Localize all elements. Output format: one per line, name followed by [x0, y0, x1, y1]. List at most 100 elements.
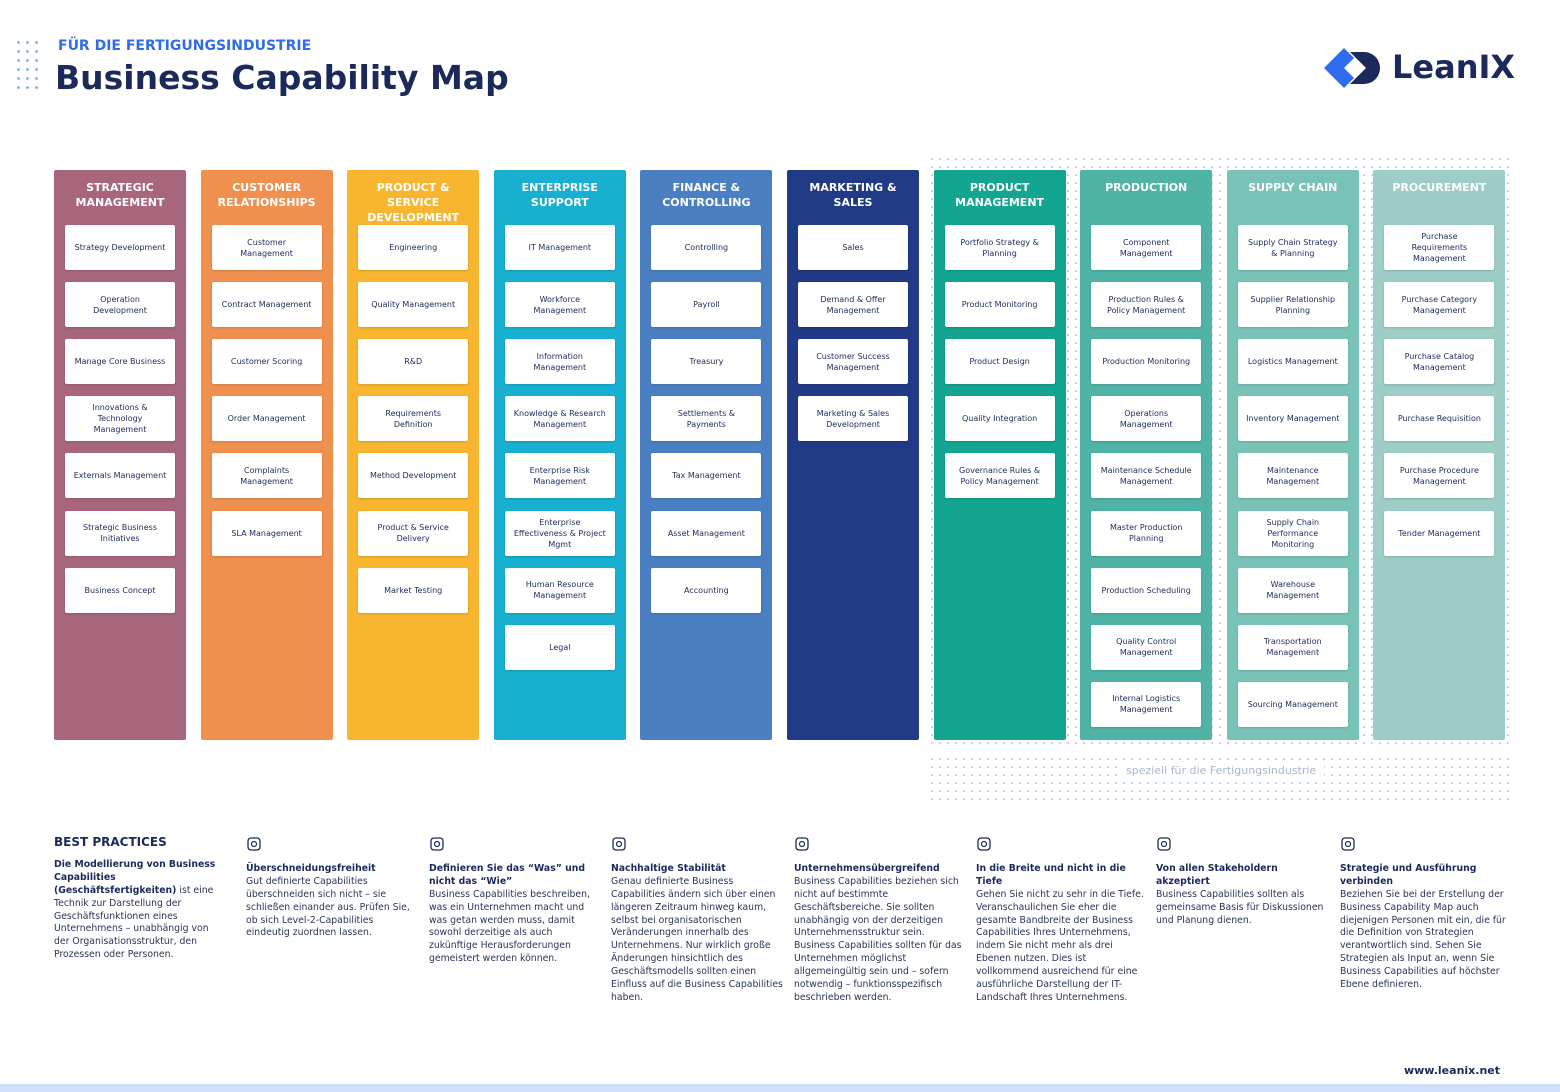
capability-card: Purchase Category Management	[1384, 282, 1495, 328]
capability-card: Purchase Requirements Management	[1384, 225, 1495, 270]
capability-column: ENTERPRISE SUPPORT IT Management Workforce…	[493, 170, 626, 740]
intro-text: Die Modellierung von Business Capabiliti…	[54, 859, 226, 962]
footer-url: www.leanix.net	[1403, 1064, 1500, 1077]
special-note: speziell für die Fertigungsindustrie	[1118, 762, 1325, 779]
capability-card: Manage Core Business	[65, 339, 175, 385]
capability-card: Production Scheduling	[1091, 567, 1202, 613]
capability-column: PRODUCT & SERVICE DEVELOPMENT Engineering…	[347, 170, 480, 740]
capability-column: CUSTOMER RELATIONSHIPS Customer Managemen…	[200, 170, 333, 740]
capability-card: Internal Logistics Management	[1091, 681, 1202, 727]
special-area-inner	[928, 745, 1514, 755]
best-practices-intro: BEST PRACTICES Die Modellierung von Busin…	[54, 836, 226, 962]
capability-card: Quality Integration	[944, 396, 1055, 442]
capability-card: Customer Success Management	[798, 339, 908, 385]
capability-card: Product Design	[944, 339, 1055, 385]
icon	[247, 837, 261, 851]
capability-column: FINANCE & CONTROLLING Controlling Payroll T…	[640, 170, 773, 740]
column-title: MARKETING & SALES	[809, 181, 897, 209]
capability-card: Product Monitoring	[944, 282, 1055, 328]
capability-card: IT Management	[504, 225, 615, 270]
best-practice-title: Von allen Stakeholdern akzeptiert	[1156, 862, 1278, 887]
best-practice: Definieren Sie das “Was” und nicht das “…	[429, 836, 601, 966]
capability-card: Logistics Management	[1237, 339, 1348, 385]
capability-card: Operation Development	[65, 282, 175, 328]
column-title: STRATEGIC MANAGEMENT	[75, 181, 165, 209]
column-title: PROCUREMENT	[1392, 181, 1487, 194]
intro-bold: Die Modellierung von Business Capabiliti…	[54, 858, 216, 896]
best-practice: Von allen Stakeholdern akzeptiert Busines…	[1156, 836, 1328, 927]
capability-card: Legal	[504, 624, 615, 670]
capability-column: MARKETING & SALES Sales Demand & Offer Man…	[787, 170, 919, 740]
capability-card: Supplier Relationship Planning	[1237, 282, 1348, 328]
column-title: ENTERPRISE SUPPORT	[521, 181, 598, 209]
capability-card: Payroll	[651, 282, 762, 328]
capability-column: STRATEGIC MANAGEMENT Strategy Development…	[54, 170, 186, 740]
best-practice-title: Definieren Sie das “Was” und nicht das “…	[429, 862, 585, 887]
capability-card: Sourcing Management	[1237, 681, 1348, 727]
capability-card: Strategy Development	[65, 225, 175, 270]
capability-column: PRODUCT MANAGEMENT Portfolio Strategy & P…	[933, 170, 1066, 740]
icon	[977, 837, 991, 851]
column-title: PRODUCT & SERVICE DEVELOPMENT	[367, 181, 460, 224]
capability-card: Controlling	[651, 225, 762, 270]
capability-card: SLA Management	[211, 510, 322, 556]
best-practice-title: Nachhaltige Stabilität	[611, 862, 726, 874]
title: Business Capability Map	[55, 58, 509, 97]
capability-card: Production Monitoring	[1091, 339, 1202, 385]
best-practice-text: Business Capabilities sollten als gemein…	[1156, 888, 1324, 926]
capability-card: Requirements Definition	[358, 396, 469, 442]
capability-card: Component Management	[1091, 225, 1202, 270]
capability-card: Warehouse Management	[1237, 567, 1348, 613]
capability-card: Governance Rules & Policy Management	[944, 453, 1055, 499]
capability-card: Marketing & Sales Development	[798, 396, 908, 442]
capability-card: Tender Management	[1384, 510, 1495, 556]
capability-column: SUPPLY CHAIN Supply Chain Strategy & Plan…	[1226, 170, 1359, 740]
best-practice: Nachhaltige Stabilität Genau definierte B…	[611, 836, 783, 1005]
capability-card: Workforce Management	[504, 282, 615, 328]
logo-text: LeanIX	[1392, 48, 1516, 86]
best-practice-text: Gehen Sie nicht zu sehr in die Tiefe. Ve…	[976, 888, 1144, 1003]
best-practice-text: Beziehen Sie bei der Erstellung der Busi…	[1340, 888, 1506, 991]
capability-column: PRODUCTION Component Management Production…	[1080, 170, 1213, 740]
capability-card: Customer Scoring	[211, 339, 322, 385]
capability-card: Product & Service Delivery	[358, 510, 469, 556]
capability-card: Transportation Management	[1237, 624, 1348, 670]
column-title: PRODUCTION	[1105, 181, 1188, 194]
capability-card: Portfolio Strategy & Planning	[944, 225, 1055, 270]
icon	[430, 837, 444, 851]
capability-card: Complaints Management	[211, 453, 322, 499]
best-practice-text: Business Capabilities beziehen sich nich…	[794, 875, 962, 1003]
icon	[1157, 837, 1171, 851]
capability-card: Maintenance Schedule Management	[1091, 453, 1202, 499]
capability-card: Enterprise Effectiveness & Project Mgmt	[504, 510, 615, 556]
best-practice-title: Unternehmensübergreifend	[794, 862, 940, 874]
best-practices-heading: BEST PRACTICES	[54, 835, 167, 849]
best-practice: Unternehmensübergreifend Business Capabil…	[794, 836, 966, 1005]
capability-card: Purchase Procedure Management	[1384, 453, 1495, 499]
icon	[1341, 837, 1355, 851]
capability-card: Asset Management	[651, 510, 762, 556]
capability-card: Innovations & Technology Management	[65, 396, 175, 442]
capability-column: PROCUREMENT Purchase Requirements Managem…	[1373, 170, 1506, 740]
best-practice-title: Strategie und Ausführung verbinden	[1340, 862, 1477, 887]
capability-card: Externals Management	[65, 453, 175, 499]
capability-card: Settlements & Payments	[651, 396, 762, 442]
capability-card: Sales	[798, 225, 908, 270]
capability-card: Knowledge & Research Management	[504, 396, 615, 442]
capability-card: Order Management	[211, 396, 322, 442]
best-practice-text: Gut definierte Capabilities überschneide…	[246, 875, 410, 939]
capability-card: Customer Management	[211, 225, 322, 270]
capability-card: Tax Management	[651, 453, 762, 499]
footer-bar	[0, 1084, 1560, 1092]
capability-card: Treasury	[651, 339, 762, 385]
capability-card: Supply Chain Strategy & Planning	[1237, 225, 1348, 270]
icon	[612, 837, 626, 851]
capability-card: Supply Chain Performance Monitoring	[1237, 510, 1348, 556]
capability-card: Demand & Offer Management	[798, 282, 908, 328]
capability-card: Purchase Requisition	[1384, 396, 1495, 442]
subtitle: FÜR DIE FERTIGUNGSINDUSTRIE	[58, 38, 312, 54]
capability-card: Strategic Business Initiatives	[65, 510, 175, 556]
logo-icon	[1324, 48, 1380, 88]
capability-card: Method Development	[358, 453, 469, 499]
